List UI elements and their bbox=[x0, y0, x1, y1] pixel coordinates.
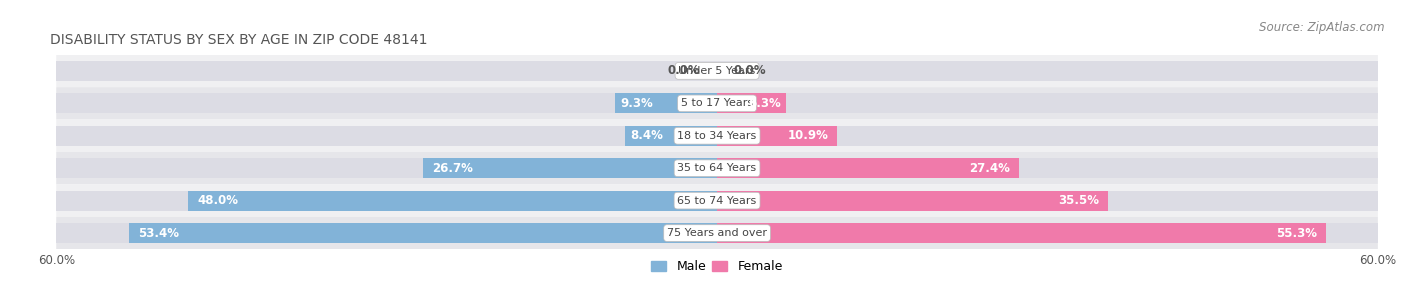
Text: 55.3%: 55.3% bbox=[1277, 226, 1317, 240]
Bar bbox=[717, 223, 1326, 243]
Bar bbox=[56, 223, 1378, 243]
Bar bbox=[56, 191, 1378, 211]
Text: 18 to 34 Years: 18 to 34 Years bbox=[678, 131, 756, 141]
Bar bbox=[56, 61, 1378, 81]
Text: 10.9%: 10.9% bbox=[787, 129, 828, 142]
Bar bbox=[56, 93, 1378, 113]
Bar bbox=[423, 158, 717, 178]
Text: 65 to 74 Years: 65 to 74 Years bbox=[678, 196, 756, 206]
Text: 0.0%: 0.0% bbox=[734, 64, 766, 78]
Bar bbox=[614, 93, 717, 113]
Text: 5 to 17 Years: 5 to 17 Years bbox=[681, 98, 754, 108]
Bar bbox=[56, 158, 1378, 178]
FancyBboxPatch shape bbox=[56, 217, 1378, 249]
Text: 53.4%: 53.4% bbox=[138, 226, 179, 240]
Bar bbox=[624, 126, 717, 146]
Text: 27.4%: 27.4% bbox=[969, 162, 1010, 175]
FancyBboxPatch shape bbox=[56, 87, 1378, 119]
Text: 0.0%: 0.0% bbox=[668, 64, 700, 78]
Text: 48.0%: 48.0% bbox=[197, 194, 238, 207]
Text: Under 5 Years: Under 5 Years bbox=[679, 66, 755, 76]
Text: 75 Years and over: 75 Years and over bbox=[666, 228, 768, 238]
Bar bbox=[717, 93, 786, 113]
Bar bbox=[717, 158, 1019, 178]
FancyBboxPatch shape bbox=[56, 152, 1378, 185]
FancyBboxPatch shape bbox=[56, 119, 1378, 152]
Text: 8.4%: 8.4% bbox=[630, 129, 662, 142]
Text: DISABILITY STATUS BY SEX BY AGE IN ZIP CODE 48141: DISABILITY STATUS BY SEX BY AGE IN ZIP C… bbox=[49, 33, 427, 47]
Text: 6.3%: 6.3% bbox=[748, 97, 780, 110]
Bar bbox=[717, 126, 837, 146]
Bar bbox=[188, 191, 717, 211]
Text: 35 to 64 Years: 35 to 64 Years bbox=[678, 163, 756, 173]
Text: 9.3%: 9.3% bbox=[620, 97, 652, 110]
FancyBboxPatch shape bbox=[56, 55, 1378, 87]
Text: Source: ZipAtlas.com: Source: ZipAtlas.com bbox=[1260, 21, 1385, 34]
Bar bbox=[717, 191, 1108, 211]
Legend: Male, Female: Male, Female bbox=[647, 255, 787, 278]
Text: 35.5%: 35.5% bbox=[1059, 194, 1099, 207]
Bar bbox=[56, 126, 1378, 146]
Text: 26.7%: 26.7% bbox=[432, 162, 472, 175]
FancyBboxPatch shape bbox=[56, 185, 1378, 217]
Bar bbox=[129, 223, 717, 243]
